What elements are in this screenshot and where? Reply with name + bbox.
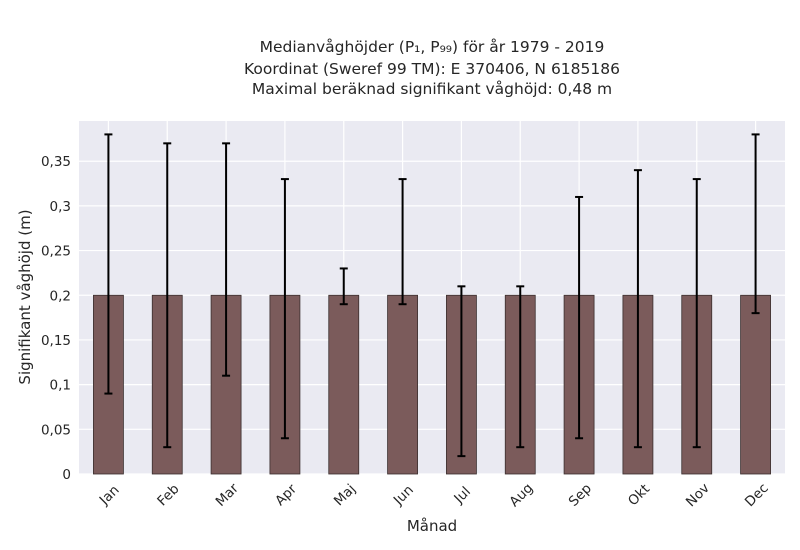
error-bar-nov bbox=[692, 178, 701, 449]
error-bar-dec bbox=[751, 133, 760, 315]
x-tick-label: Aug bbox=[506, 480, 536, 510]
x-tick-label: Sep bbox=[566, 481, 595, 510]
y-tick-label: 0,3 bbox=[50, 199, 71, 215]
y-tick-label: 0,1 bbox=[50, 378, 71, 394]
x-tick-label: Nov bbox=[683, 480, 713, 510]
x-tick-label: Okt bbox=[625, 481, 653, 509]
error-bar-sep bbox=[575, 195, 584, 440]
x-tick-label: Dec bbox=[742, 480, 772, 510]
error-bar-mar bbox=[222, 142, 231, 377]
y-tick-label: 0,2 bbox=[50, 288, 71, 304]
x-tick-label: Mar bbox=[213, 480, 243, 510]
error-bar-jul bbox=[457, 285, 466, 458]
x-tick-label: Apr bbox=[272, 481, 300, 509]
bar-dec bbox=[740, 294, 771, 475]
x-tick-label: Jun bbox=[390, 482, 417, 509]
error-bar-jun bbox=[398, 178, 407, 306]
x-axis-ticks: Jan Feb Mar Apr Maj Jun Jul Aug Sep Okt Nov Dec bbox=[96, 480, 772, 510]
plot-area bbox=[79, 121, 785, 474]
y-tick-label: 0,15 bbox=[41, 333, 71, 349]
y-tick-label: 0,05 bbox=[41, 422, 71, 438]
x-axis-label: Månad bbox=[407, 517, 457, 535]
y-axis-ticks: 0 0,05 0,1 0,15 0,2 0,25 0,3 0,35 bbox=[41, 154, 71, 483]
y-tick-label: 0 bbox=[62, 467, 71, 483]
error-bar-aug bbox=[516, 285, 525, 449]
x-tick-label: Jan bbox=[96, 482, 123, 509]
y-tick-label: 0,25 bbox=[41, 244, 71, 260]
y-axis-label: Signifikant våghöjd (m) bbox=[16, 209, 34, 384]
error-bar-maj bbox=[339, 267, 348, 306]
bar-maj bbox=[328, 294, 360, 475]
error-bar-feb bbox=[163, 142, 172, 449]
error-bar-jan bbox=[104, 133, 113, 395]
x-tick-label: Feb bbox=[154, 481, 182, 509]
error-bars bbox=[104, 133, 760, 458]
chart-title-line-3: Maximal beräknad signifikant våghöjd: 0,… bbox=[252, 80, 612, 98]
y-tick-label: 0,35 bbox=[41, 154, 71, 170]
chart-title-line-1: Medianvåghöjder (P₁, P₉₉) för år 1979 - … bbox=[260, 38, 605, 56]
x-tick-label: Maj bbox=[331, 481, 359, 509]
error-bar-okt bbox=[633, 169, 642, 449]
x-tick-label: Jul bbox=[450, 484, 474, 508]
chart-title-line-2: Koordinat (Sweref 99 TM): E 370406, N 61… bbox=[244, 60, 620, 78]
bar-jun bbox=[387, 294, 418, 475]
error-bar-apr bbox=[280, 178, 289, 440]
chart-title: Medianvåghöjder (P₁, P₉₉) för år 1979 - … bbox=[244, 38, 620, 98]
